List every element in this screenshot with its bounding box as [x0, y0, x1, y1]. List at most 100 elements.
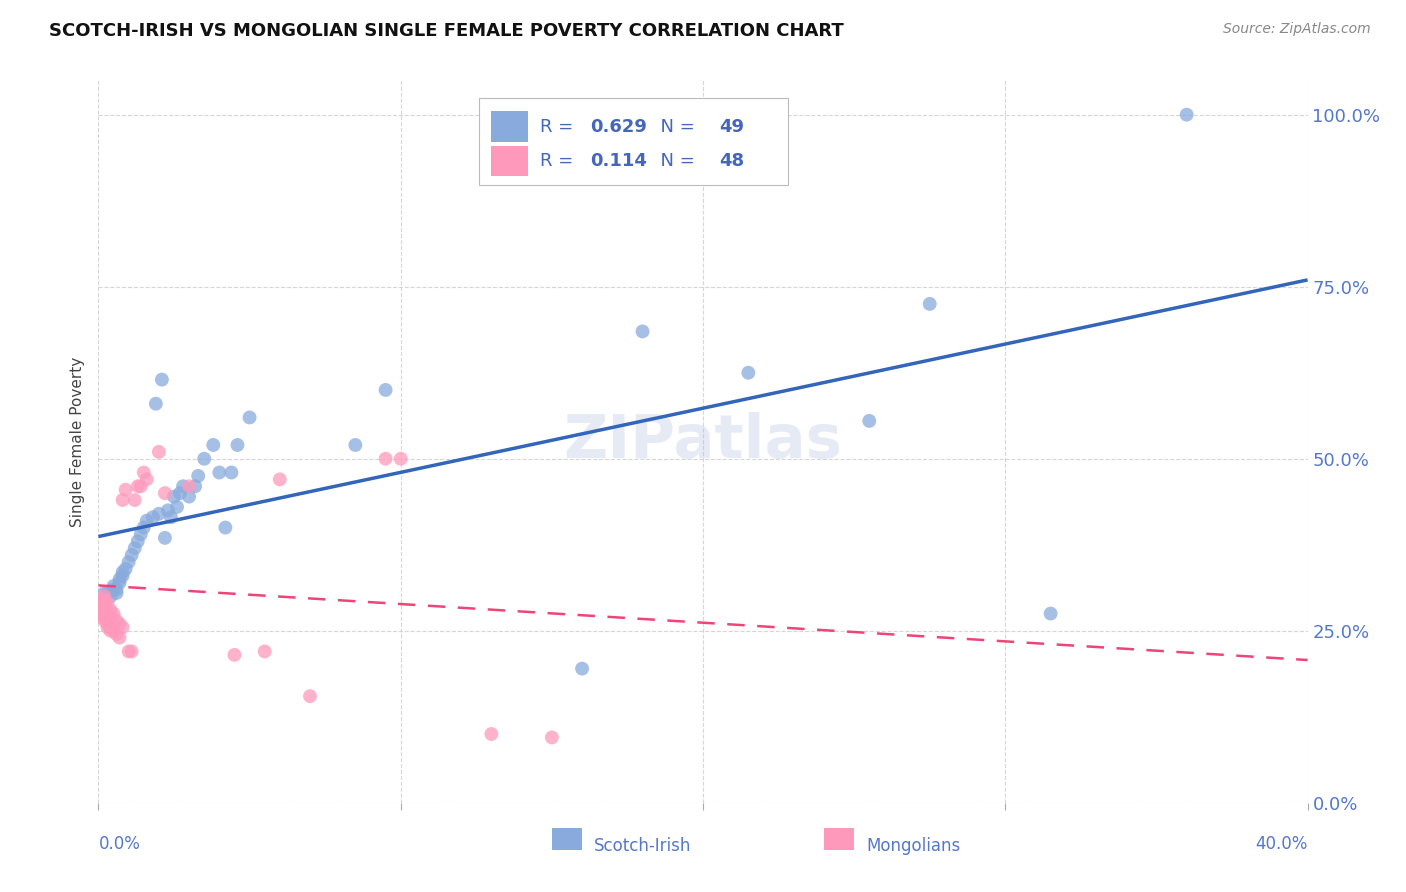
Point — [148, 445, 170, 459]
Point — [90, 592, 112, 607]
Point — [111, 493, 134, 508]
Point — [118, 555, 141, 569]
Point — [100, 603, 122, 617]
Point — [858, 414, 880, 428]
Point — [108, 616, 131, 631]
Point — [187, 469, 209, 483]
Point — [166, 500, 188, 514]
Point — [111, 566, 134, 580]
Point — [389, 451, 412, 466]
Point — [153, 531, 176, 545]
Text: N =: N = — [648, 118, 700, 136]
Point — [571, 662, 593, 676]
Point — [169, 486, 191, 500]
FancyBboxPatch shape — [492, 112, 527, 142]
Point — [105, 614, 128, 628]
Point — [540, 731, 562, 745]
Point — [142, 510, 165, 524]
Point — [93, 586, 115, 600]
Point — [96, 616, 118, 631]
Point — [179, 490, 201, 504]
Y-axis label: Single Female Poverty: Single Female Poverty — [70, 357, 86, 526]
Point — [299, 689, 322, 703]
Point — [111, 620, 134, 634]
Text: R =: R = — [540, 153, 579, 170]
Point — [481, 727, 503, 741]
Point — [111, 568, 134, 582]
Point — [103, 582, 125, 597]
Point — [129, 479, 152, 493]
Text: 0.114: 0.114 — [591, 153, 647, 170]
Point — [114, 562, 136, 576]
Point — [226, 438, 249, 452]
Point — [253, 644, 276, 658]
Point — [103, 607, 125, 621]
Point — [1175, 108, 1198, 122]
Point — [93, 590, 115, 604]
Text: Mongolians: Mongolians — [866, 838, 960, 855]
Point — [100, 610, 122, 624]
Point — [153, 486, 176, 500]
Text: 0.629: 0.629 — [591, 118, 647, 136]
FancyBboxPatch shape — [824, 828, 855, 850]
Point — [105, 627, 128, 641]
Point — [150, 373, 173, 387]
Point — [127, 534, 149, 549]
Point — [374, 451, 396, 466]
Point — [224, 648, 246, 662]
FancyBboxPatch shape — [492, 146, 527, 177]
Point — [918, 297, 941, 311]
Point — [105, 582, 128, 597]
Point — [344, 438, 367, 452]
Point — [96, 603, 118, 617]
Point — [108, 572, 131, 586]
Point — [121, 644, 143, 658]
Point — [121, 548, 143, 562]
Point — [96, 607, 118, 621]
Point — [90, 607, 112, 621]
Point — [202, 438, 225, 452]
Text: 40.0%: 40.0% — [1256, 835, 1308, 854]
Point — [156, 503, 179, 517]
Point — [127, 479, 149, 493]
Text: Scotch-Irish: Scotch-Irish — [595, 838, 692, 855]
Text: N =: N = — [648, 153, 700, 170]
Text: 49: 49 — [718, 118, 744, 136]
Point — [90, 610, 112, 624]
Point — [100, 590, 122, 604]
Point — [129, 527, 152, 541]
Point — [90, 603, 112, 617]
Point — [108, 631, 131, 645]
Point — [239, 410, 262, 425]
Point — [93, 614, 115, 628]
Point — [96, 596, 118, 610]
Point — [93, 596, 115, 610]
Point — [93, 603, 115, 617]
Point — [163, 490, 186, 504]
Point — [124, 541, 146, 556]
Point — [100, 616, 122, 631]
Point — [374, 383, 396, 397]
Point — [135, 514, 157, 528]
Point — [145, 397, 167, 411]
FancyBboxPatch shape — [479, 98, 787, 185]
Point — [108, 575, 131, 590]
Point — [96, 620, 118, 634]
Point — [208, 466, 231, 480]
Point — [132, 520, 155, 534]
Text: 0.0%: 0.0% — [98, 835, 141, 854]
Point — [1039, 607, 1062, 621]
Text: R =: R = — [540, 118, 579, 136]
Point — [631, 325, 654, 339]
FancyBboxPatch shape — [551, 828, 582, 850]
Point — [103, 624, 125, 638]
Point — [184, 479, 207, 493]
Point — [118, 644, 141, 658]
Point — [737, 366, 759, 380]
Point — [96, 586, 118, 600]
Text: SCOTCH-IRISH VS MONGOLIAN SINGLE FEMALE POVERTY CORRELATION CHART: SCOTCH-IRISH VS MONGOLIAN SINGLE FEMALE … — [49, 22, 844, 40]
Point — [269, 472, 291, 486]
Text: 48: 48 — [718, 153, 744, 170]
Point — [132, 466, 155, 480]
Point — [148, 507, 170, 521]
